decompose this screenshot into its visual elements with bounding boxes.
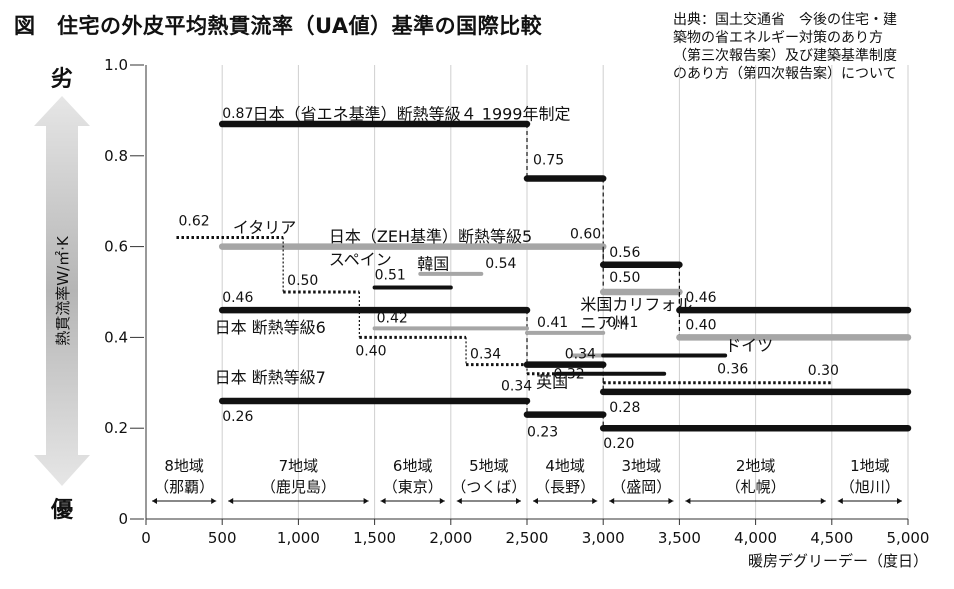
value-label: 0.30	[808, 363, 839, 379]
value-label: 0.62	[178, 214, 209, 230]
value-label: 0.42	[377, 310, 408, 326]
region-label: 8地域	[164, 457, 204, 475]
x-tick-label: 2,000	[429, 529, 472, 547]
series-label-spain: スペイン	[329, 250, 392, 269]
value-label: 0.40	[685, 317, 716, 333]
x-tick-label: 1,000	[277, 529, 320, 547]
region-label: 3地域	[622, 457, 662, 475]
value-label: 0.50	[287, 273, 318, 289]
region-city: （鹿児島）	[261, 478, 336, 496]
region-city: （旭川）	[840, 478, 900, 496]
value-label: 0.87	[222, 106, 253, 122]
region-extent-arrowhead	[363, 498, 369, 504]
x-tick-label: 4,500	[810, 529, 853, 547]
value-label: 0.40	[355, 343, 386, 359]
region-extent-arrowhead	[668, 498, 674, 504]
region-city: （那覇）	[154, 478, 214, 496]
y-tick-label: 1.0	[104, 56, 128, 74]
value-label: 0.60	[570, 227, 601, 243]
x-tick-label: 0	[141, 529, 151, 547]
y-tick-label: 0	[118, 510, 128, 528]
series-label-jp4: 日本（省エネ基準）断熱等級４ 1999年制定	[253, 104, 571, 123]
region-city: （東京）	[383, 478, 443, 496]
series-label-italy: イタリア	[233, 218, 296, 237]
value-label: 0.34	[565, 347, 596, 363]
arrow-label-better: 優	[50, 498, 74, 523]
value-label: 0.20	[603, 436, 634, 452]
y-tick-label: 0.8	[104, 147, 128, 165]
value-label: 0.46	[222, 290, 253, 306]
region-label: 6地域	[393, 457, 433, 475]
value-label: 0.34	[501, 379, 532, 395]
y-axis-label: 熱貫流率W/㎡·K	[54, 235, 72, 346]
x-tick-label: 500	[208, 529, 237, 547]
region-extent-arrowhead	[152, 498, 157, 504]
region-extent-arrowhead	[820, 498, 826, 504]
series-label-zeh: 日本（ZEH基準）断熱等級5	[329, 227, 532, 246]
value-label: 0.23	[527, 425, 558, 441]
value-label: 0.75	[533, 153, 564, 169]
region-extent-arrowhead	[897, 498, 902, 504]
value-label: 0.41	[537, 315, 568, 331]
region-label: 4地域	[545, 457, 585, 475]
series-label-germany: ドイツ	[725, 336, 773, 355]
region-extent-arrowhead	[609, 498, 615, 504]
x-tick-label: 2,500	[506, 529, 549, 547]
y-tick-label: 0.2	[104, 419, 128, 437]
region-extent-arrowhead	[228, 498, 234, 504]
region-extent-arrowhead	[380, 498, 386, 504]
x-tick-label: 5,000	[887, 529, 930, 547]
value-label: 0.28	[609, 400, 640, 416]
x-tick-label: 4,000	[734, 529, 777, 547]
y-tick-label: 0.6	[104, 238, 128, 256]
value-label: 0.50	[609, 270, 640, 286]
value-label: 0.32	[553, 367, 584, 383]
series-label-jp6: 日本 断熱等級6	[215, 318, 326, 337]
value-label: 0.41	[607, 315, 638, 331]
region-extent-arrowhead	[516, 498, 521, 504]
region-city: （つくば）	[451, 478, 526, 496]
x-axis-label: 暖房デグリーデー（度日）	[748, 552, 928, 570]
x-tick-label: 3,500	[658, 529, 701, 547]
value-label: 0.51	[375, 267, 406, 283]
series-label-usca: ニア州	[580, 313, 628, 332]
series-label-korea: 韓国	[417, 254, 449, 273]
source-note: 出典：国土交通省 今後の住宅・建 築物の省エネルギー対策のあり方 （第三次報告案…	[673, 12, 897, 82]
value-label: 0.56	[609, 245, 640, 261]
region-label: 1地域	[850, 457, 890, 475]
x-tick-label: 1,500	[353, 529, 396, 547]
region-extent-arrowhead	[211, 498, 217, 504]
value-label: 0.36	[717, 362, 748, 378]
series-label-uk: 英国	[536, 372, 568, 391]
value-label: 0.46	[685, 290, 716, 306]
y-tick-label: 0.4	[104, 328, 128, 346]
region-extent-arrowhead	[439, 498, 445, 504]
region-extent-arrowhead	[592, 498, 598, 504]
region-extent-arrowhead	[685, 498, 691, 504]
region-label: 5地域	[469, 457, 509, 475]
value-label: 0.26	[222, 409, 253, 425]
chart-title: 図 住宅の外皮平均熱貫流率（UA値）基準の国際比較	[14, 14, 543, 38]
quality-arrow	[34, 96, 90, 486]
region-city: （札幌）	[726, 478, 786, 496]
region-city: （盛岡）	[611, 478, 671, 496]
arrow-label-worse: 劣	[51, 67, 73, 92]
series-label-jp7: 日本 断熱等級7	[215, 368, 326, 387]
region-extent-arrowhead	[837, 498, 843, 504]
region-label: 2地域	[736, 457, 776, 475]
series-label-usca: 米国カリフォル	[580, 295, 692, 314]
value-label: 0.54	[485, 256, 516, 272]
region-extent-arrowhead	[456, 498, 462, 504]
region-extent-arrowhead	[533, 498, 538, 504]
x-tick-label: 3,000	[582, 529, 625, 547]
value-label: 0.34	[470, 347, 501, 363]
region-city: （長野）	[535, 478, 595, 496]
region-label: 7地域	[279, 457, 319, 475]
